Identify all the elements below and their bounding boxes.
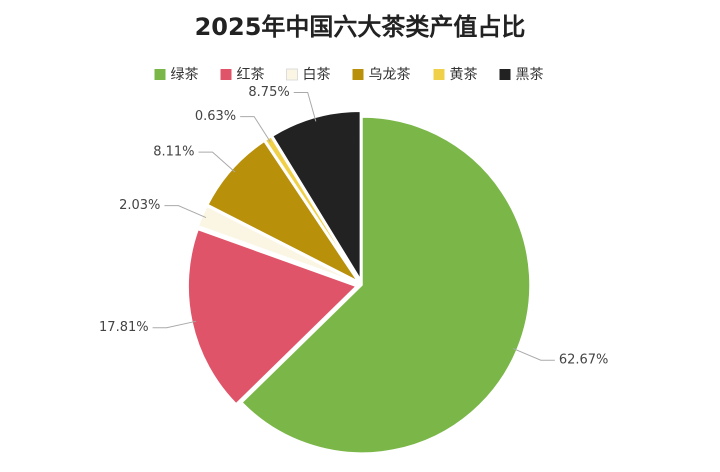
- leader-line: [293, 92, 317, 122]
- data-label: 62.67%: [559, 353, 609, 368]
- data-label: 8.75%: [248, 85, 289, 100]
- legend-swatch: [499, 69, 511, 80]
- legend-label: 绿茶: [171, 67, 199, 83]
- chart-title: 2025年中国六大茶类产值占比: [195, 13, 526, 41]
- leader-line: [198, 151, 236, 173]
- legend-label: 红茶: [237, 67, 265, 83]
- legend-label: 白茶: [303, 67, 331, 83]
- legend-label: 乌龙茶: [369, 67, 411, 83]
- leader-line: [240, 116, 271, 143]
- leader-line: [512, 348, 555, 361]
- data-label: 2.03%: [119, 198, 160, 213]
- legend-swatch: [154, 69, 166, 80]
- legend-swatch: [286, 68, 298, 81]
- legend-label: 黄茶: [450, 66, 478, 83]
- legend-swatch: [352, 69, 364, 80]
- data-label: 17.81%: [99, 320, 149, 335]
- legend-swatch: [433, 69, 445, 80]
- data-label: 0.63%: [195, 109, 236, 124]
- leader-line: [152, 320, 197, 329]
- legend-label: 黑茶: [516, 67, 544, 83]
- legend-swatch: [220, 69, 232, 80]
- leader-line: [164, 205, 207, 218]
- data-label: 8.11%: [153, 145, 194, 160]
